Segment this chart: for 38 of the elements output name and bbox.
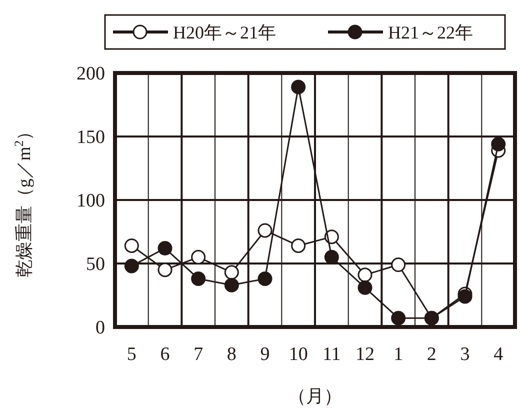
- x-tick-label: 9: [260, 344, 270, 365]
- x-tick-label: 6: [160, 344, 170, 365]
- x-tick-label: 2: [426, 344, 436, 365]
- x-tick-label: 8: [226, 344, 236, 365]
- point: [358, 268, 372, 282]
- x-tick-label: 11: [322, 344, 341, 365]
- x-tick-label: 3: [460, 344, 470, 365]
- point: [224, 265, 239, 280]
- x-tick-label: 10: [288, 344, 308, 365]
- x-axis-title: （月）: [288, 386, 342, 406]
- y-tick-label: 100: [76, 190, 105, 212]
- point: [258, 271, 272, 286]
- point: [324, 250, 339, 264]
- point: [258, 223, 272, 238]
- point: [191, 271, 206, 286]
- y-tick-label: 0: [96, 318, 105, 339]
- legend-label: H21～22年: [388, 22, 473, 42]
- point: [358, 280, 372, 295]
- x-tick-label: 4: [494, 344, 504, 365]
- point: [191, 250, 206, 264]
- x-tick-label: 5: [126, 344, 136, 365]
- point: [391, 310, 406, 326]
- y-tick-label: 200: [76, 64, 105, 85]
- y-tick-label: 150: [76, 127, 105, 148]
- legend-label: H20年～21年: [173, 22, 276, 42]
- point: [158, 241, 172, 256]
- point: [491, 136, 506, 152]
- point: [158, 262, 172, 278]
- point: [391, 258, 406, 272]
- x-tick-label: 12: [356, 344, 374, 365]
- x-tick-label: 7: [194, 344, 204, 365]
- y-tick-label: 50: [86, 254, 105, 276]
- point: [124, 238, 139, 253]
- point: [291, 80, 306, 94]
- point: [124, 258, 139, 274]
- point: [224, 278, 239, 292]
- x-tick-label: 1: [394, 344, 404, 365]
- point: [291, 238, 306, 253]
